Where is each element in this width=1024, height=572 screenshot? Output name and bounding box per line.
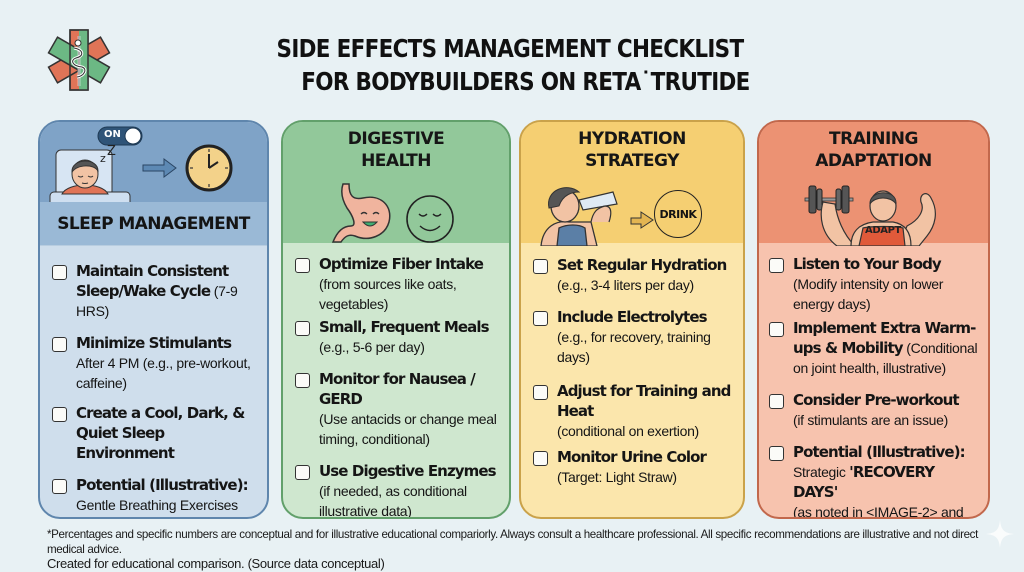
card-title: TRAINING ADAPTATION xyxy=(815,129,932,171)
checkbox[interactable] xyxy=(295,321,310,336)
card-title: DIGESTIVE HEALTH xyxy=(347,129,445,171)
checkbox[interactable] xyxy=(533,311,548,326)
checklist-item[interactable]: Set Regular Hydration (e.g., 3-4 liters p… xyxy=(533,256,735,296)
toggle-label: ON xyxy=(104,129,121,140)
svg-text:Z: Z xyxy=(107,144,116,159)
checklist-item[interactable]: Listen to Your Body (Modify intensity on … xyxy=(769,255,980,315)
checklist-item[interactable]: Adjust for Training and Heat (conditional… xyxy=(533,382,735,442)
checkbox[interactable] xyxy=(295,258,310,273)
checkbox[interactable] xyxy=(295,373,310,388)
sleeping-person-icon: z Z xyxy=(49,126,233,202)
card-training-adaptation: TRAINING ADAPTATION ADAPT Listen to Your… xyxy=(757,120,990,519)
checklist-item[interactable]: Potential (Illustrative): Gentle Breathin… xyxy=(52,476,259,516)
checklist-item[interactable]: Implement Extra Warm-ups & Mobility (Con… xyxy=(769,319,980,379)
checklist-item[interactable]: Include Electrolytes (e.g., for recovery,… xyxy=(533,308,735,368)
checklist-item[interactable]: Create a Cool, Dark, & Quiet Sleep Envir… xyxy=(52,404,259,464)
svg-text:z: z xyxy=(100,152,106,165)
adapt-label: ADAPT xyxy=(865,225,901,236)
checkbox[interactable] xyxy=(52,337,67,352)
card-header: TRAINING ADAPTATION ADAPT xyxy=(759,122,988,246)
checkbox[interactable] xyxy=(533,451,548,466)
checkbox[interactable] xyxy=(769,394,784,409)
page-title: SIDE EFFECTS MANAGEMENT CHECKLIST FOR BO… xyxy=(243,32,776,98)
card-title: SLEEP MANAGEMENT xyxy=(40,202,267,245)
checklist-item[interactable]: Minimize Stimulants After 4 PM (e.g., pre… xyxy=(52,334,259,394)
card-header-illustration: z Z ON xyxy=(40,122,267,202)
drink-badge: DRINK xyxy=(654,190,702,238)
checklist-item[interactable]: Use Digestive Enzymes (if needed, as cond… xyxy=(295,462,501,517)
checkbox[interactable] xyxy=(769,322,784,337)
checklist-item[interactable]: Consider Pre-workout (if stimulants are a… xyxy=(769,391,980,431)
disclaimer-line-2: Created for educational comparison. (Sou… xyxy=(47,556,385,571)
card-hydration-strategy: HYDRATION STRATEGY DRINK Set Regular Hyd… xyxy=(519,120,745,519)
toggle-on-icon xyxy=(97,126,143,146)
drinking-person-icon xyxy=(540,187,654,246)
checklist-item[interactable]: Monitor for Nausea / GERD (Use antacids o… xyxy=(295,370,501,450)
checkbox[interactable] xyxy=(769,446,784,461)
card-header: DIGESTIVE HEALTH xyxy=(283,122,509,243)
disclaimer-line-1: *Percentages and specific numbers are co… xyxy=(47,528,978,556)
checkbox[interactable] xyxy=(533,385,548,400)
checkbox[interactable] xyxy=(52,265,67,280)
checkbox[interactable] xyxy=(295,465,310,480)
checkbox[interactable] xyxy=(533,259,548,274)
sparkle-icon xyxy=(986,520,1014,548)
star-of-life-icon xyxy=(47,29,111,91)
card-title: HYDRATION STRATEGY xyxy=(578,129,686,171)
card-digestive-health: DIGESTIVE HEALTH Optimize Fiber Intake (f… xyxy=(281,120,511,519)
card-header: HYDRATION STRATEGY DRINK xyxy=(521,122,743,246)
checkbox[interactable] xyxy=(52,407,67,422)
checklist-item[interactable]: Monitor Urine Color (Target: Light Straw) xyxy=(533,448,735,488)
stomach-icon xyxy=(331,183,454,243)
checklist-item[interactable]: Small, Frequent Meals (e.g., 5-6 per day) xyxy=(295,318,501,358)
title-line-2: FOR BODYBUILDERS ON RETA˙TRUTIDE xyxy=(301,67,750,96)
checkbox[interactable] xyxy=(769,258,784,273)
checklist-item[interactable]: Optimize Fiber Intake (from sources like … xyxy=(295,255,501,315)
title-line-1: SIDE EFFECTS MANAGEMENT CHECKLIST xyxy=(276,34,745,63)
card-sleep-management: z Z ON SLEEP MANAGEMENT Maintain Consist… xyxy=(38,120,269,519)
checklist-item[interactable]: Potential (Illustrative): Strategic 'RECO… xyxy=(769,443,980,517)
flexing-person-icon xyxy=(804,185,936,246)
checklist-item[interactable]: Maintain Consistent Sleep/Wake Cycle (7-… xyxy=(52,262,259,322)
disclaimer-footer: *Percentages and specific numbers are co… xyxy=(47,528,987,572)
checkbox[interactable] xyxy=(52,479,67,494)
